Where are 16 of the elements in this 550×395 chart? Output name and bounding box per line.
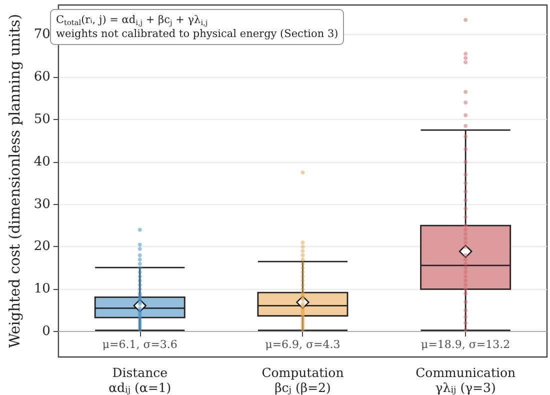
x-tick-label: Distance αdij (α=1) — [108, 365, 172, 395]
y-tick-label: 60 — [34, 70, 50, 85]
annotation: μ=6.1, σ=3.6 — [102, 338, 178, 351]
y-tick-label: 30 — [34, 196, 50, 212]
annotation: μ=18.9, σ=13.2 — [421, 338, 510, 351]
x-tick-label: Computation βcj (β=2) — [262, 365, 344, 395]
annotation: weights not calibrated to physical energy (Section 3) — [56, 28, 338, 40]
y-tick-label: 20 — [34, 239, 50, 254]
y-tick-label: 10 — [34, 282, 50, 297]
y-tick-label: 50 — [34, 112, 50, 128]
x-tick-label: Communication γλij (γ=3) — [416, 365, 516, 395]
y-axis-title: Weighted cost (dimensionless planning units) — [8, 14, 24, 348]
y-tick-label: 70 — [34, 27, 50, 42]
y-tick-label: 0 — [42, 324, 50, 340]
y-tick-label: 40 — [34, 154, 50, 170]
annotation: μ=6.9, σ=4.3 — [265, 338, 340, 351]
